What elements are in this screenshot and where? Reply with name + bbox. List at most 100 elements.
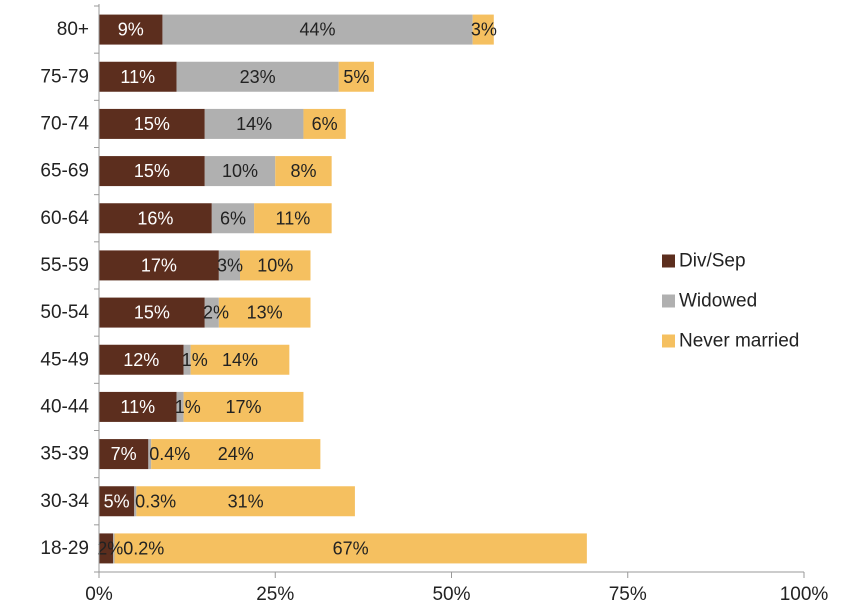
bar-segment	[472, 14, 494, 45]
legend-swatch	[662, 254, 675, 268]
bar-segment	[338, 61, 374, 92]
legend-item: Div/Sep	[662, 251, 746, 272]
data-label: 14%	[222, 350, 258, 370]
bar-segment	[218, 250, 240, 281]
y-tick-label: 70-74	[40, 113, 89, 134]
bar-segment	[275, 156, 332, 187]
bar-segment	[136, 486, 355, 517]
y-tick-label: 75-79	[40, 66, 89, 87]
data-label: 5%	[104, 491, 130, 511]
bar-segment	[99, 203, 212, 234]
bar-segment	[99, 14, 163, 45]
bar-segment	[99, 486, 135, 517]
data-label: 1%	[182, 350, 208, 370]
bar-segment	[99, 61, 177, 92]
data-label: 2%	[97, 538, 123, 558]
y-tick-label: 60-64	[40, 208, 89, 229]
y-tick-label: 18-29	[40, 538, 89, 559]
bar-segment	[254, 203, 332, 234]
bar-segment	[204, 297, 219, 328]
x-tick-label: 75%	[609, 584, 647, 605]
x-tick-label: 0%	[85, 584, 113, 605]
legend: Div/Sep Widowed Never married	[662, 251, 799, 352]
data-label: 11%	[120, 67, 155, 87]
y-tick-label: 65-69	[40, 161, 89, 182]
bar-segment	[204, 156, 276, 187]
bar-segment	[99, 533, 114, 564]
data-label: 3%	[471, 20, 497, 40]
data-label: 10%	[222, 161, 258, 181]
y-tick-label: 35-39	[40, 444, 89, 465]
data-label: 23%	[240, 67, 276, 87]
data-label: 0.3%	[135, 491, 176, 511]
data-label: 31%	[228, 491, 264, 511]
data-label: 2%	[203, 303, 229, 323]
data-label: 44%	[300, 20, 336, 40]
bar-segment	[183, 391, 304, 422]
legend-item: Never married	[662, 331, 799, 352]
x-tick-label: 100%	[780, 584, 829, 605]
data-label: 0.2%	[123, 538, 164, 558]
data-label: 24%	[218, 444, 254, 464]
data-label: 15%	[134, 303, 170, 323]
axes-group: 80+ 75-79 70-74 65-69 60-64 55-59 50-54 45-49 40…	[40, 4, 828, 605]
bar-segment	[99, 439, 149, 470]
bar-segment	[134, 486, 137, 517]
bar-segment	[99, 391, 177, 422]
bars-group: 9% 44% 3% 11% 23% 5% 15% 14% 6% 15% 10% 8% 16% 6% 11% 1…	[97, 14, 587, 564]
x-tick-label: 50%	[432, 584, 470, 605]
data-label: 10%	[257, 255, 293, 275]
bar-segment	[99, 344, 184, 375]
bar-segment	[204, 108, 304, 139]
data-label: 12%	[123, 350, 159, 370]
bar-segment	[99, 250, 219, 281]
bar-segment	[183, 344, 191, 375]
y-tick-label: 55-59	[40, 255, 89, 276]
data-label: 11%	[120, 397, 155, 417]
data-label: 9%	[118, 20, 144, 40]
legend-label: Div/Sep	[679, 251, 746, 272]
y-tick-label: 80+	[57, 19, 89, 40]
bar-segment	[99, 297, 205, 328]
bar-segment	[99, 108, 205, 139]
y-tick-label: 50-54	[40, 302, 89, 323]
data-label: 0.4%	[149, 444, 190, 464]
data-label: 3%	[217, 255, 243, 275]
data-label: 8%	[290, 161, 316, 181]
legend-label: Never married	[679, 331, 799, 352]
x-tick-label: 25%	[256, 584, 294, 605]
bar-segment	[151, 439, 321, 470]
data-label: 14%	[236, 114, 272, 134]
bar-segment	[176, 61, 339, 92]
bar-segment	[113, 533, 115, 564]
data-label: 17%	[141, 255, 177, 275]
bar-segment	[162, 14, 473, 45]
data-label: 13%	[247, 303, 283, 323]
data-label: 15%	[134, 161, 170, 181]
data-label: 17%	[226, 397, 262, 417]
y-tick-label: 40-44	[40, 396, 89, 417]
legend-swatch	[662, 294, 675, 308]
data-label: 1%	[175, 397, 201, 417]
bar-segment	[190, 344, 290, 375]
bar-segment	[176, 391, 184, 422]
data-label: 11%	[276, 208, 311, 228]
data-label: 5%	[343, 67, 369, 87]
data-label: 6%	[220, 208, 246, 228]
legend-item: Widowed	[662, 291, 757, 312]
data-label: 16%	[137, 208, 173, 228]
bar-segment	[240, 250, 311, 281]
data-label: 67%	[333, 538, 369, 558]
bar-segment	[148, 439, 152, 470]
data-label: 15%	[134, 114, 170, 134]
legend-label: Widowed	[679, 291, 757, 312]
bar-segment	[114, 533, 587, 564]
data-label: 6%	[312, 114, 338, 134]
bar-segment	[303, 108, 346, 139]
y-tick-label: 30-34	[40, 491, 89, 512]
legend-swatch	[662, 334, 675, 348]
data-label: 7%	[111, 444, 137, 464]
bar-segment	[99, 156, 205, 187]
bar-segment	[211, 203, 255, 234]
